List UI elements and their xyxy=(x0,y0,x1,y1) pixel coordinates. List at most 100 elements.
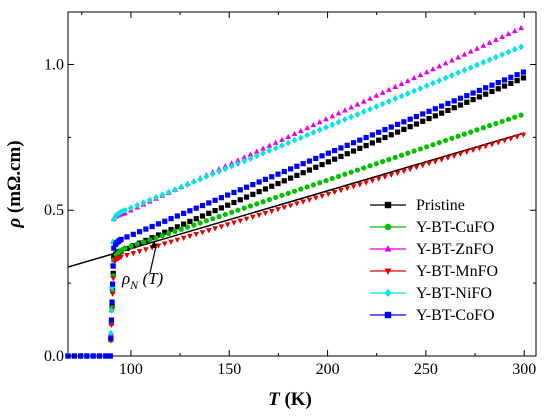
data-point xyxy=(249,214,256,220)
data-point xyxy=(262,210,269,217)
data-point xyxy=(499,118,505,125)
data-point xyxy=(426,115,432,122)
data-point xyxy=(514,134,520,140)
data-point xyxy=(287,166,294,172)
data-point xyxy=(237,197,243,203)
data-point xyxy=(247,155,254,162)
data-point xyxy=(108,306,115,314)
data-point xyxy=(323,123,329,131)
data-point xyxy=(411,148,417,154)
data-point xyxy=(241,205,247,211)
data-point xyxy=(181,210,187,216)
data-point xyxy=(468,129,474,135)
data-point xyxy=(291,136,298,144)
data-point xyxy=(222,165,229,173)
annotation-label: ρN (T) xyxy=(121,269,164,292)
data-point xyxy=(184,181,191,188)
data-point xyxy=(143,237,149,243)
data-point xyxy=(499,51,506,58)
data-point xyxy=(455,133,461,139)
data-point xyxy=(474,61,480,69)
data-point xyxy=(300,170,306,176)
data-point xyxy=(269,174,275,180)
legend-marker xyxy=(384,268,392,275)
data-point xyxy=(147,237,153,243)
data-point xyxy=(442,137,449,144)
data-point xyxy=(272,144,279,152)
data-point xyxy=(350,148,357,154)
data-point xyxy=(216,168,222,175)
data-point xyxy=(489,82,495,88)
data-point xyxy=(401,119,407,125)
data-point xyxy=(256,189,262,195)
data-point xyxy=(130,251,137,257)
data-point xyxy=(442,74,449,82)
data-point xyxy=(218,224,225,230)
data-point xyxy=(423,82,430,90)
data-point xyxy=(281,168,287,175)
data-point xyxy=(203,173,210,181)
data-point xyxy=(297,127,304,134)
data-point xyxy=(483,85,489,91)
data-point xyxy=(136,249,143,255)
data-point xyxy=(260,149,266,157)
data-point xyxy=(455,54,461,60)
data-point xyxy=(332,156,338,162)
data-point xyxy=(107,353,113,359)
data-point xyxy=(407,116,413,122)
data-point xyxy=(155,232,162,238)
data-point xyxy=(216,213,222,220)
data-point xyxy=(212,208,218,214)
data-point xyxy=(445,155,451,161)
data-point xyxy=(338,188,344,194)
data-point xyxy=(108,322,115,329)
data-point xyxy=(174,213,180,219)
data-point xyxy=(317,180,323,186)
data-point xyxy=(110,263,116,269)
data-point xyxy=(206,210,212,216)
legend-item-pristine: Pristine xyxy=(370,197,465,214)
data-point xyxy=(71,353,77,359)
data-point xyxy=(480,125,486,131)
data-point xyxy=(514,78,520,84)
data-point xyxy=(225,202,231,208)
data-point xyxy=(518,24,524,31)
data-point xyxy=(461,51,468,57)
data-point xyxy=(166,230,172,237)
data-point xyxy=(420,118,426,124)
data-point xyxy=(411,87,417,95)
data-point xyxy=(96,353,103,359)
data-point xyxy=(382,174,388,180)
data-point xyxy=(306,167,313,173)
data-point xyxy=(178,183,185,191)
data-point xyxy=(224,222,231,228)
data-point xyxy=(373,161,379,167)
data-point xyxy=(287,203,294,209)
data-point xyxy=(304,124,310,131)
data-point xyxy=(247,151,254,157)
data-point xyxy=(350,184,357,190)
data-point xyxy=(109,299,115,305)
data-point xyxy=(304,131,310,139)
legend-item-y-bt-znfo: Y-BT-ZnFO xyxy=(370,241,494,258)
data-point xyxy=(191,222,197,228)
data-point xyxy=(493,120,499,127)
data-point xyxy=(190,178,197,186)
data-point xyxy=(430,142,436,148)
data-point xyxy=(118,254,124,261)
data-point xyxy=(413,165,420,171)
data-point xyxy=(275,180,281,187)
legend-item-y-bt-nifo: Y-BT-NiFO xyxy=(370,285,492,302)
data-point xyxy=(256,212,262,219)
data-point xyxy=(432,113,438,119)
data-point xyxy=(386,156,392,163)
data-point xyxy=(467,48,474,54)
data-point xyxy=(448,72,455,79)
data-point xyxy=(300,199,307,205)
data-point xyxy=(199,202,206,209)
data-point xyxy=(84,353,90,359)
data-point xyxy=(505,116,512,122)
data-point xyxy=(493,36,499,42)
data-point xyxy=(379,89,386,95)
data-point xyxy=(357,145,363,151)
